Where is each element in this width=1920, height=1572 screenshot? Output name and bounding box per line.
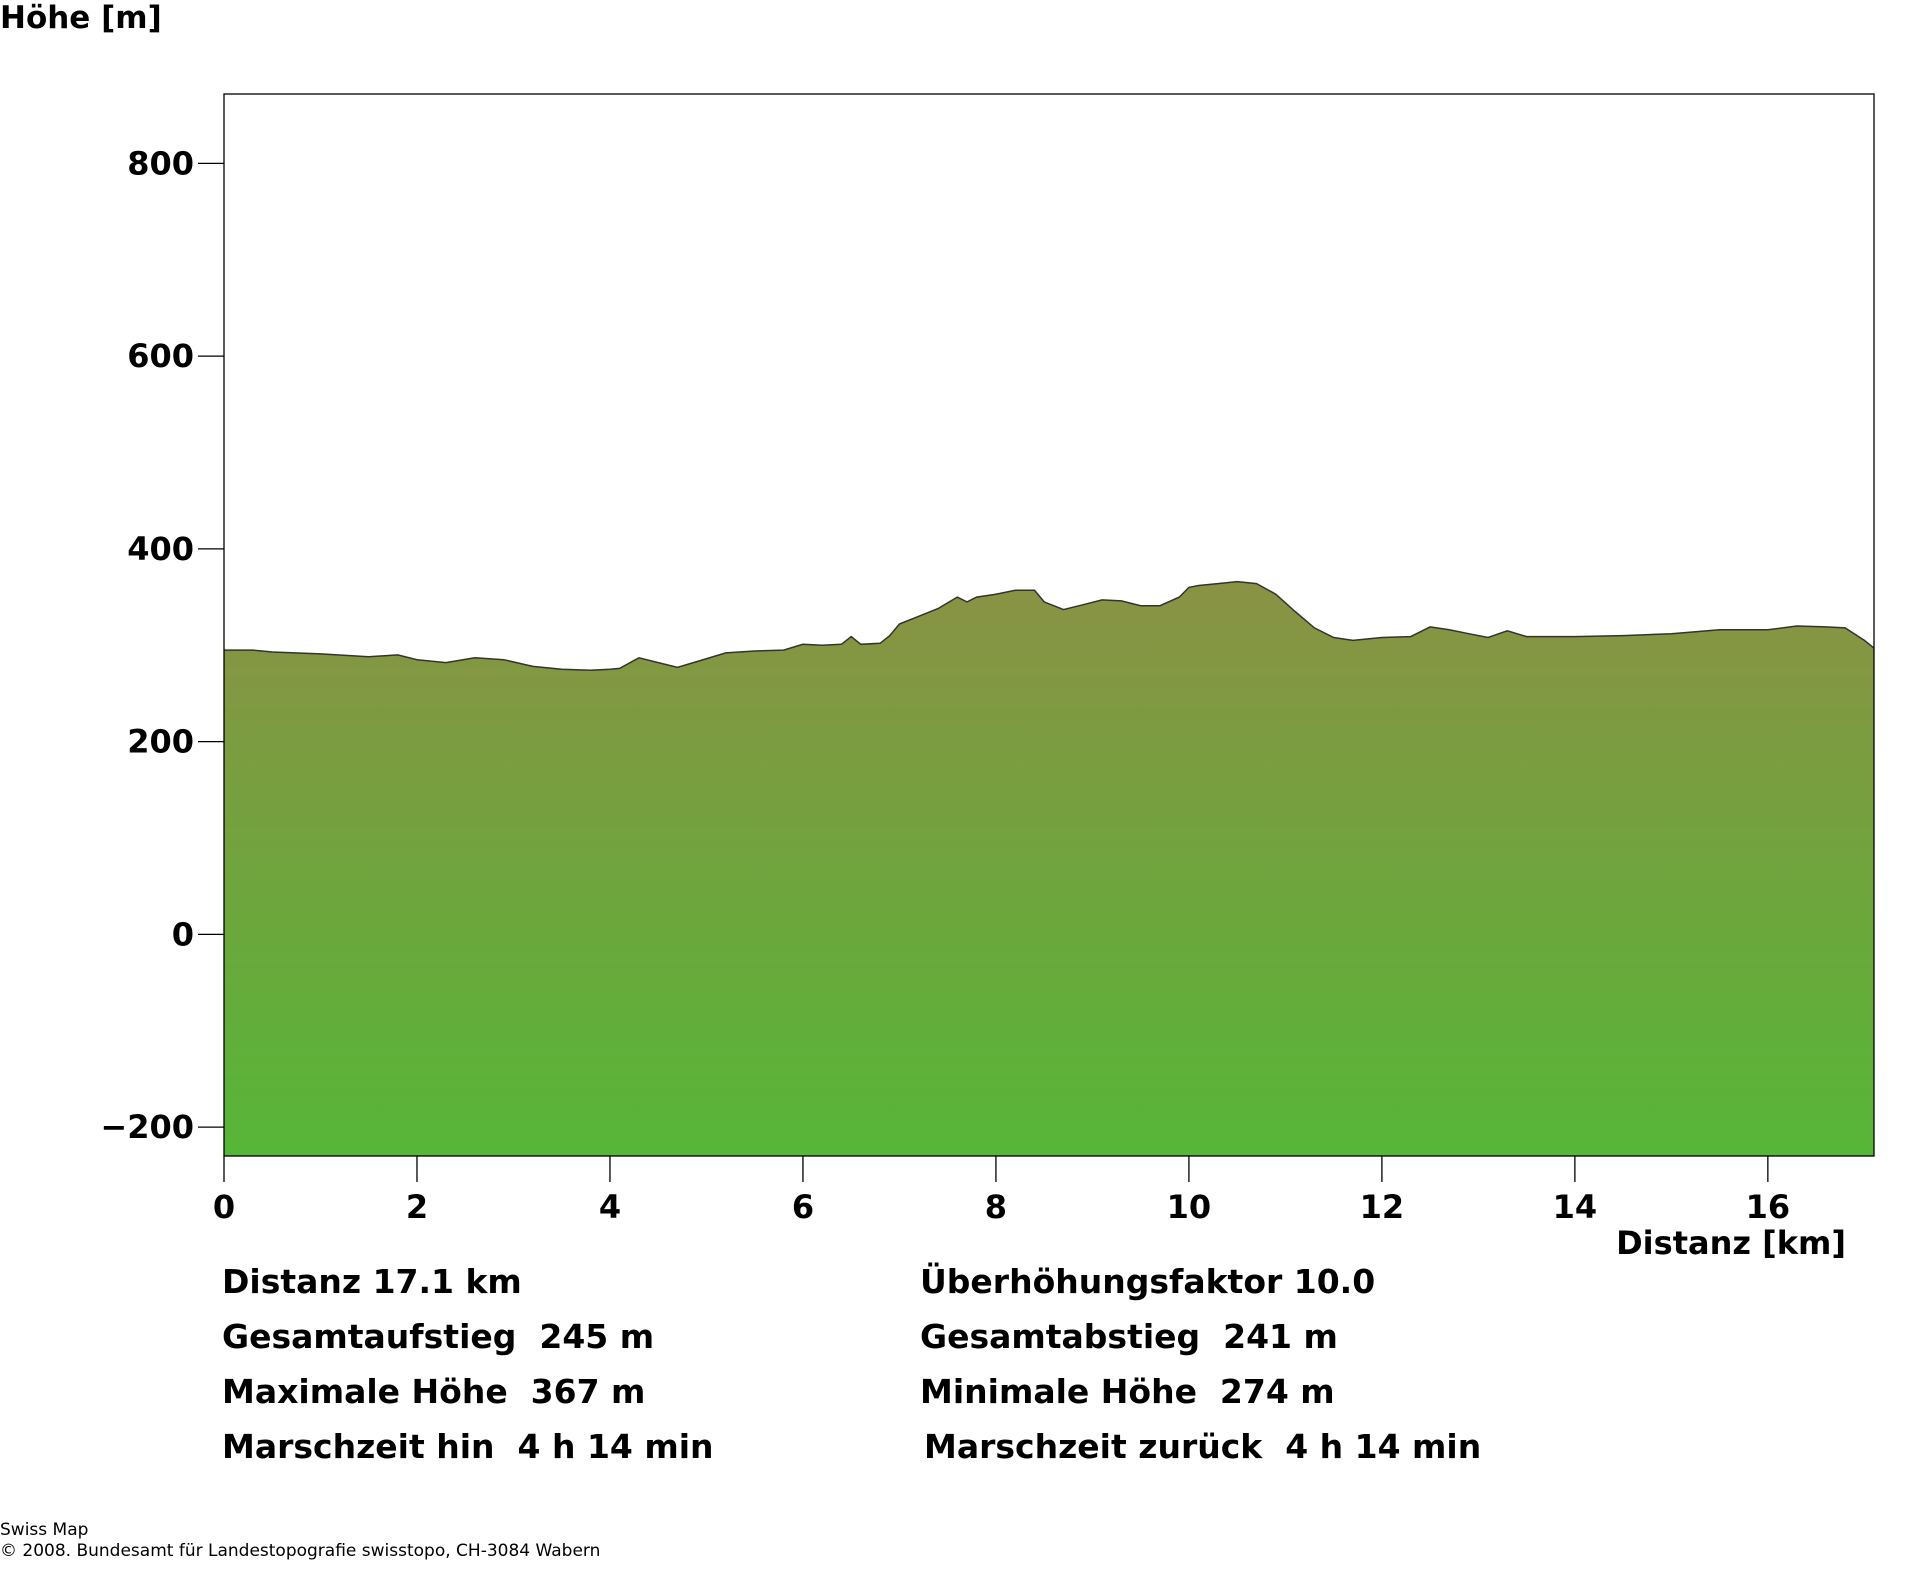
y-tick-label: 200: [127, 723, 194, 761]
x-tick-label: 2: [406, 1188, 428, 1226]
elevation-area: [224, 581, 1874, 1156]
stat-marschzeit-zurueck: Marschzeit zurück 4 h 14 min: [924, 1427, 1482, 1466]
stat-marschzeit-hin: Marschzeit hin 4 h 14 min: [222, 1427, 714, 1466]
y-tick-label: 0: [172, 915, 194, 953]
x-axis-title: Distanz [km]: [1616, 1224, 1846, 1260]
stat-distanz: Distanz 17.1 km: [222, 1262, 522, 1301]
x-tick-label: 10: [1167, 1188, 1212, 1226]
stat-gesamtabstieg: Gesamtabstieg 241 m: [920, 1317, 1338, 1356]
stat-maximale-hoehe: Maximale Höhe 367 m: [222, 1372, 646, 1411]
y-axis: −200 0 200 400 600 800: [100, 144, 224, 1146]
elevation-profile-chart: −200 0 200 400 600 800 0 2 4 6 8 10 12 14 16 Distanz …: [100, 93, 1875, 1260]
y-axis-title: Höhe [m]: [0, 0, 162, 36]
x-axis: 0 2 4 6 8 10 12 14 16: [213, 1156, 1790, 1226]
stat-minimale-hoehe: Minimale Höhe 274 m: [920, 1372, 1335, 1411]
y-tick-label: 400: [127, 530, 194, 568]
y-tick-label: 600: [127, 337, 194, 375]
x-tick-label: 6: [792, 1188, 814, 1226]
x-tick-label: 16: [1746, 1188, 1791, 1226]
x-tick-label: 4: [599, 1188, 621, 1226]
elevation-line: [224, 580, 1875, 672]
x-tick-label: 14: [1553, 1188, 1598, 1226]
footer-title: Swiss Map: [0, 1520, 89, 1540]
footer-copyright: © 2008. Bundesamt für Landestopografie s…: [0, 1541, 601, 1561]
y-tick-label: −200: [100, 1108, 194, 1146]
stat-gesamtaufstieg: Gesamtaufstieg 245 m: [222, 1317, 655, 1356]
stat-ueberhoehungsfaktor: Überhöhungsfaktor 10.0: [920, 1262, 1376, 1301]
plot-frame: [223, 93, 1875, 1157]
y-tick-label: 800: [127, 144, 194, 182]
x-tick-label: 8: [985, 1188, 1007, 1226]
x-tick-label: 12: [1360, 1188, 1405, 1226]
x-tick-label: 0: [213, 1188, 235, 1226]
